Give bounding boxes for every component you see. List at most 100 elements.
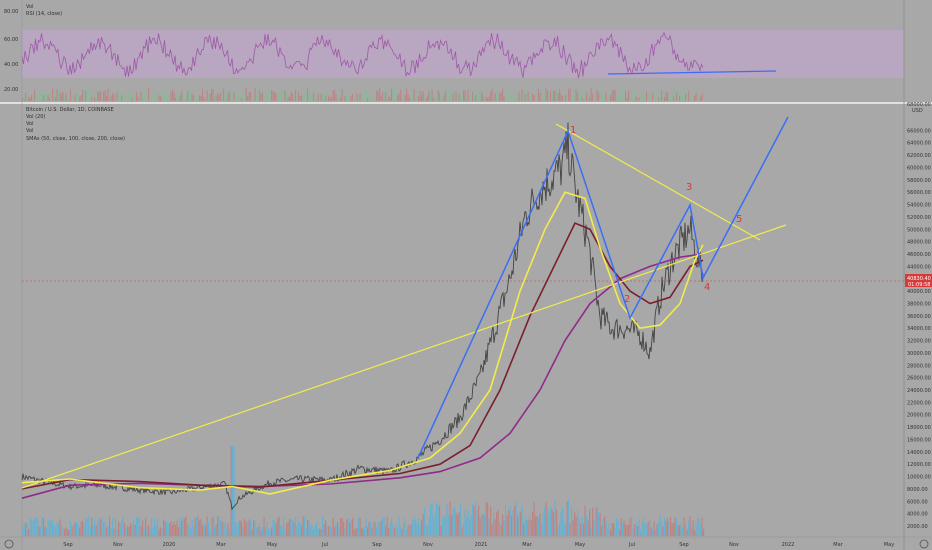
volume-bar bbox=[487, 503, 489, 536]
volume-bar bbox=[647, 521, 649, 536]
volume-bar bbox=[646, 523, 648, 536]
rsi-volume-bar bbox=[500, 92, 502, 101]
price-axis[interactable]: 66000.00 64000.00 62000.00 60000.00 58000.00… bbox=[907, 128, 931, 530]
main-legend-smas[interactable]: SMAs (50, close, 100, close, 200, close) bbox=[26, 136, 125, 142]
rsi-volume-bar bbox=[91, 96, 93, 101]
rsi-volume-bar bbox=[122, 95, 124, 101]
rsi-volume-bar bbox=[247, 96, 249, 101]
price-tick-label: 54000.00 bbox=[907, 203, 931, 209]
rsi-volume-bar bbox=[251, 93, 253, 101]
rsi-volume-bar bbox=[350, 96, 352, 101]
rsi-volume-bar bbox=[581, 96, 583, 101]
rsi-volume-bar bbox=[40, 92, 42, 101]
rsi-volume-bar bbox=[23, 94, 25, 101]
volume-bar bbox=[304, 516, 306, 536]
volume-bar bbox=[419, 524, 421, 536]
rsi-volume-bar bbox=[101, 92, 103, 101]
rsi-volume-bar bbox=[484, 97, 486, 101]
rsi-volume-bar bbox=[406, 88, 408, 101]
rsi-volume-bar bbox=[31, 94, 33, 101]
elliott-wave-path[interactable] bbox=[417, 116, 789, 459]
volume-bar bbox=[475, 502, 477, 536]
descending-trendline[interactable] bbox=[555, 123, 761, 241]
rsi-volume-bar bbox=[620, 97, 622, 101]
settings-icon-right[interactable] bbox=[919, 539, 929, 549]
wave-label-3: 3 bbox=[686, 182, 692, 193]
rsi-volume-bar bbox=[398, 92, 400, 101]
volume-bar bbox=[61, 524, 63, 536]
rsi-volume-bar bbox=[158, 95, 160, 101]
main-legend-vol20[interactable]: Vol (20) bbox=[26, 114, 46, 120]
volume-bar bbox=[208, 522, 210, 536]
volume-bar bbox=[263, 517, 265, 536]
rsi-volume-bar bbox=[686, 90, 688, 101]
main-legend-vol-b[interactable]: Vol bbox=[26, 128, 34, 134]
rsi-volume-bar bbox=[296, 96, 298, 101]
main-legend-symbol[interactable]: Bitcoin / U.S. Dollar, 1D, COINBASE bbox=[26, 107, 114, 113]
volume-bar bbox=[64, 528, 66, 536]
main-legend-vol-a[interactable]: Vol bbox=[26, 121, 34, 127]
rsi-volume-bar bbox=[295, 89, 297, 101]
wave-label-1: 1 bbox=[570, 125, 576, 136]
time-axis[interactable]: Sep Nov 2020 Mar May Jul Sep Nov 2021 Mar May Jul Se… bbox=[63, 542, 894, 548]
volume-bar bbox=[628, 524, 630, 536]
rsi-volume-bar bbox=[593, 95, 595, 101]
volume-bar bbox=[533, 502, 535, 536]
price-tick-label: 66000.00 bbox=[907, 128, 931, 134]
wave-label-2: 2 bbox=[624, 294, 630, 305]
rsi-volume-bar bbox=[472, 91, 474, 101]
rsi-volume-bar bbox=[137, 96, 139, 101]
settings-icon[interactable] bbox=[4, 539, 14, 549]
volume-bar bbox=[671, 523, 673, 536]
price-tick-label: 48000.00 bbox=[907, 240, 931, 246]
rsi-volume-bar bbox=[145, 88, 147, 101]
volume-bar bbox=[38, 526, 40, 536]
volume-bar bbox=[425, 524, 427, 536]
volume-bar bbox=[265, 527, 267, 536]
rsi-volume-bar bbox=[340, 97, 342, 101]
volume-bar bbox=[428, 517, 430, 536]
volume-bar bbox=[82, 520, 84, 536]
rsi-volume-bar bbox=[376, 90, 378, 101]
volume-bar bbox=[344, 528, 346, 536]
volume-bar bbox=[562, 507, 564, 536]
volume-bar bbox=[52, 520, 54, 536]
rsi-volume-bar bbox=[305, 88, 307, 101]
rsi-volume-bar bbox=[46, 93, 48, 101]
ascending-trendline[interactable] bbox=[21, 224, 787, 489]
volume-bar bbox=[352, 517, 354, 536]
volume-bar bbox=[350, 520, 352, 536]
rsi-volume-bar bbox=[616, 97, 618, 101]
volume-bar bbox=[445, 515, 447, 536]
rsi-volume-bar bbox=[542, 97, 544, 101]
volume-bar bbox=[292, 520, 294, 536]
rsi-volume-bar bbox=[176, 95, 178, 101]
rsi-volume-bar bbox=[637, 97, 639, 101]
volume-bar bbox=[403, 523, 405, 536]
volume-bar bbox=[89, 526, 91, 536]
volume-bar bbox=[578, 517, 580, 536]
rsi-volume-bar bbox=[634, 90, 636, 101]
rsi-volume-bar bbox=[646, 91, 648, 101]
rsi-volume-bar bbox=[313, 92, 315, 101]
rsi-volume-bar bbox=[88, 88, 90, 101]
time-tick-label: Nov bbox=[113, 542, 123, 548]
rsi-volume-bar bbox=[574, 97, 576, 101]
rsi-volume-bar bbox=[488, 96, 490, 101]
volume-bar bbox=[572, 519, 574, 536]
volume-bar bbox=[151, 518, 153, 536]
price-tick-label: 6000.00 bbox=[907, 499, 928, 505]
rsi-volume-bar bbox=[274, 91, 276, 101]
rsi-volume-bar bbox=[533, 94, 535, 101]
price-tick-label: 34000.00 bbox=[907, 326, 931, 332]
volume-bar bbox=[683, 517, 685, 536]
rsi-volume-bar bbox=[386, 91, 388, 101]
volume-bar bbox=[142, 520, 144, 536]
volume-bar bbox=[157, 518, 159, 536]
volume-bar bbox=[262, 527, 264, 536]
volume-bar bbox=[221, 521, 223, 536]
rsi-volume-bar bbox=[701, 94, 703, 101]
rsi-volume-bar bbox=[373, 95, 375, 101]
rsi-volume-bar bbox=[289, 96, 291, 101]
